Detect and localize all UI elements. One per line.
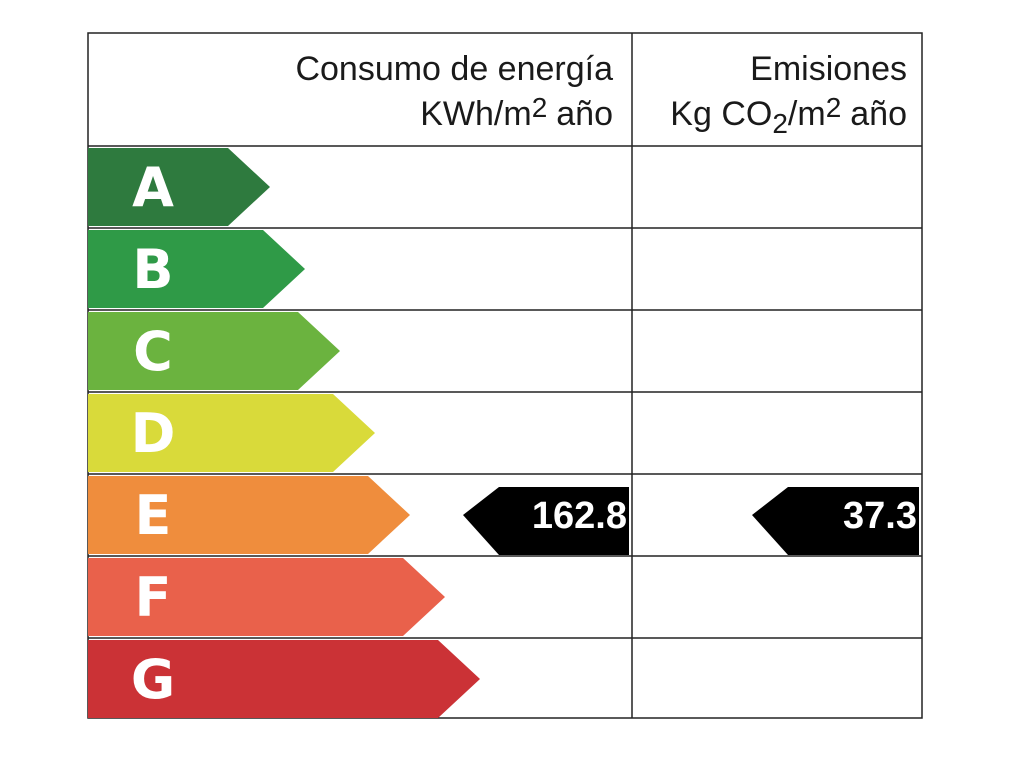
rating-arrow (88, 476, 410, 554)
rating-letter: E (135, 484, 172, 547)
value-label: 162.8 (532, 495, 627, 537)
rating-letter: D (131, 402, 176, 465)
consumption-unit: KWh/m2 año (420, 92, 613, 133)
rating-letter: G (131, 648, 175, 711)
unit-sup: 2 (532, 92, 548, 123)
rating-arrow (88, 230, 305, 308)
rating-arrow (88, 640, 480, 718)
rating-letter: A (132, 156, 174, 219)
rating-arrow (88, 312, 340, 390)
rating-letter: B (132, 238, 173, 301)
unit-part: KWh/m (420, 95, 531, 133)
rating-arrow (88, 558, 445, 636)
unit-sub: 2 (772, 108, 788, 139)
value-pointer (752, 487, 919, 555)
rating-arrow (88, 394, 375, 472)
emissions-unit: Kg CO2/m2 año (670, 92, 907, 139)
emissions-title: Emisiones (750, 50, 907, 88)
unit-part: /m (788, 95, 826, 133)
value-label: 37.3 (843, 495, 917, 537)
unit-part: año (850, 95, 907, 133)
unit-part: año (556, 95, 613, 133)
unit-part: Kg CO (670, 95, 772, 133)
consumption-title: Consumo de energía (295, 50, 613, 88)
unit-sup: 2 (826, 92, 842, 123)
rating-letter: F (135, 566, 172, 629)
value-pointer (463, 487, 629, 555)
rating-arrow (88, 148, 270, 226)
rating-letter: C (133, 320, 173, 383)
